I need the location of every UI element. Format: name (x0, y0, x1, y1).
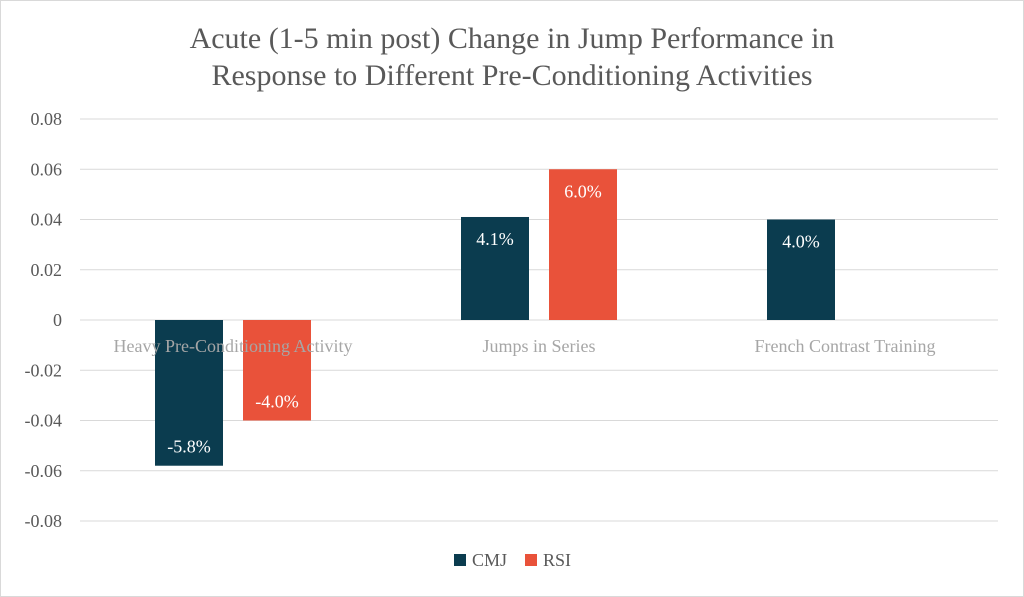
bar-rsi (243, 320, 311, 421)
bar-rsi (549, 169, 617, 320)
bars (155, 169, 835, 466)
x-category-label: French Contrast Training (754, 336, 935, 356)
legend-swatch-rsi (525, 554, 537, 566)
y-tick-label: -0.02 (25, 360, 63, 380)
data-label: -5.8% (167, 437, 211, 457)
legend: CMJ RSI (454, 550, 571, 570)
chart-title-line-2: Response to Different Pre-Conditioning A… (211, 59, 812, 92)
y-tick-label: 0.08 (31, 109, 63, 129)
grid-lines (80, 118, 998, 522)
legend-swatch-cmj (454, 554, 466, 566)
data-label: 4.0% (782, 232, 820, 252)
bar-cmj (155, 320, 223, 466)
y-axis-ticks: 0.08 0.06 0.04 0.02 0 -0.02 -0.04 -0.06 -0.08 (25, 109, 63, 531)
x-category-label: Heavy Pre-Conditioning Activity (114, 336, 353, 356)
y-tick-label: -0.08 (25, 511, 63, 531)
y-tick-label: 0.06 (31, 159, 63, 179)
chart-title: Acute (1-5 min post) Change in Jump Perf… (190, 22, 835, 92)
chart-title-line-1: Acute (1-5 min post) Change in Jump Perf… (190, 22, 835, 55)
y-tick-label: -0.04 (25, 411, 63, 431)
bar-cmj (461, 216, 529, 320)
x-axis-categories: Heavy Pre-Conditioning Activity Jumps in … (114, 336, 936, 356)
y-tick-label: 0.02 (31, 260, 63, 280)
data-labels: -5.8% -4.0% 4.1% 6.0% 4.0% (167, 181, 820, 456)
data-label: -4.0% (255, 392, 299, 412)
data-label: 4.1% (476, 229, 514, 249)
y-tick-label: -0.06 (25, 461, 63, 481)
data-label: 6.0% (564, 181, 602, 201)
legend-label: CMJ (472, 550, 507, 570)
y-tick-label: 0.04 (31, 210, 63, 230)
legend-label: RSI (543, 550, 571, 570)
bar-cmj (767, 219, 835, 320)
x-category-label: Jumps in Series (482, 336, 595, 356)
y-tick-label: 0 (53, 310, 62, 330)
